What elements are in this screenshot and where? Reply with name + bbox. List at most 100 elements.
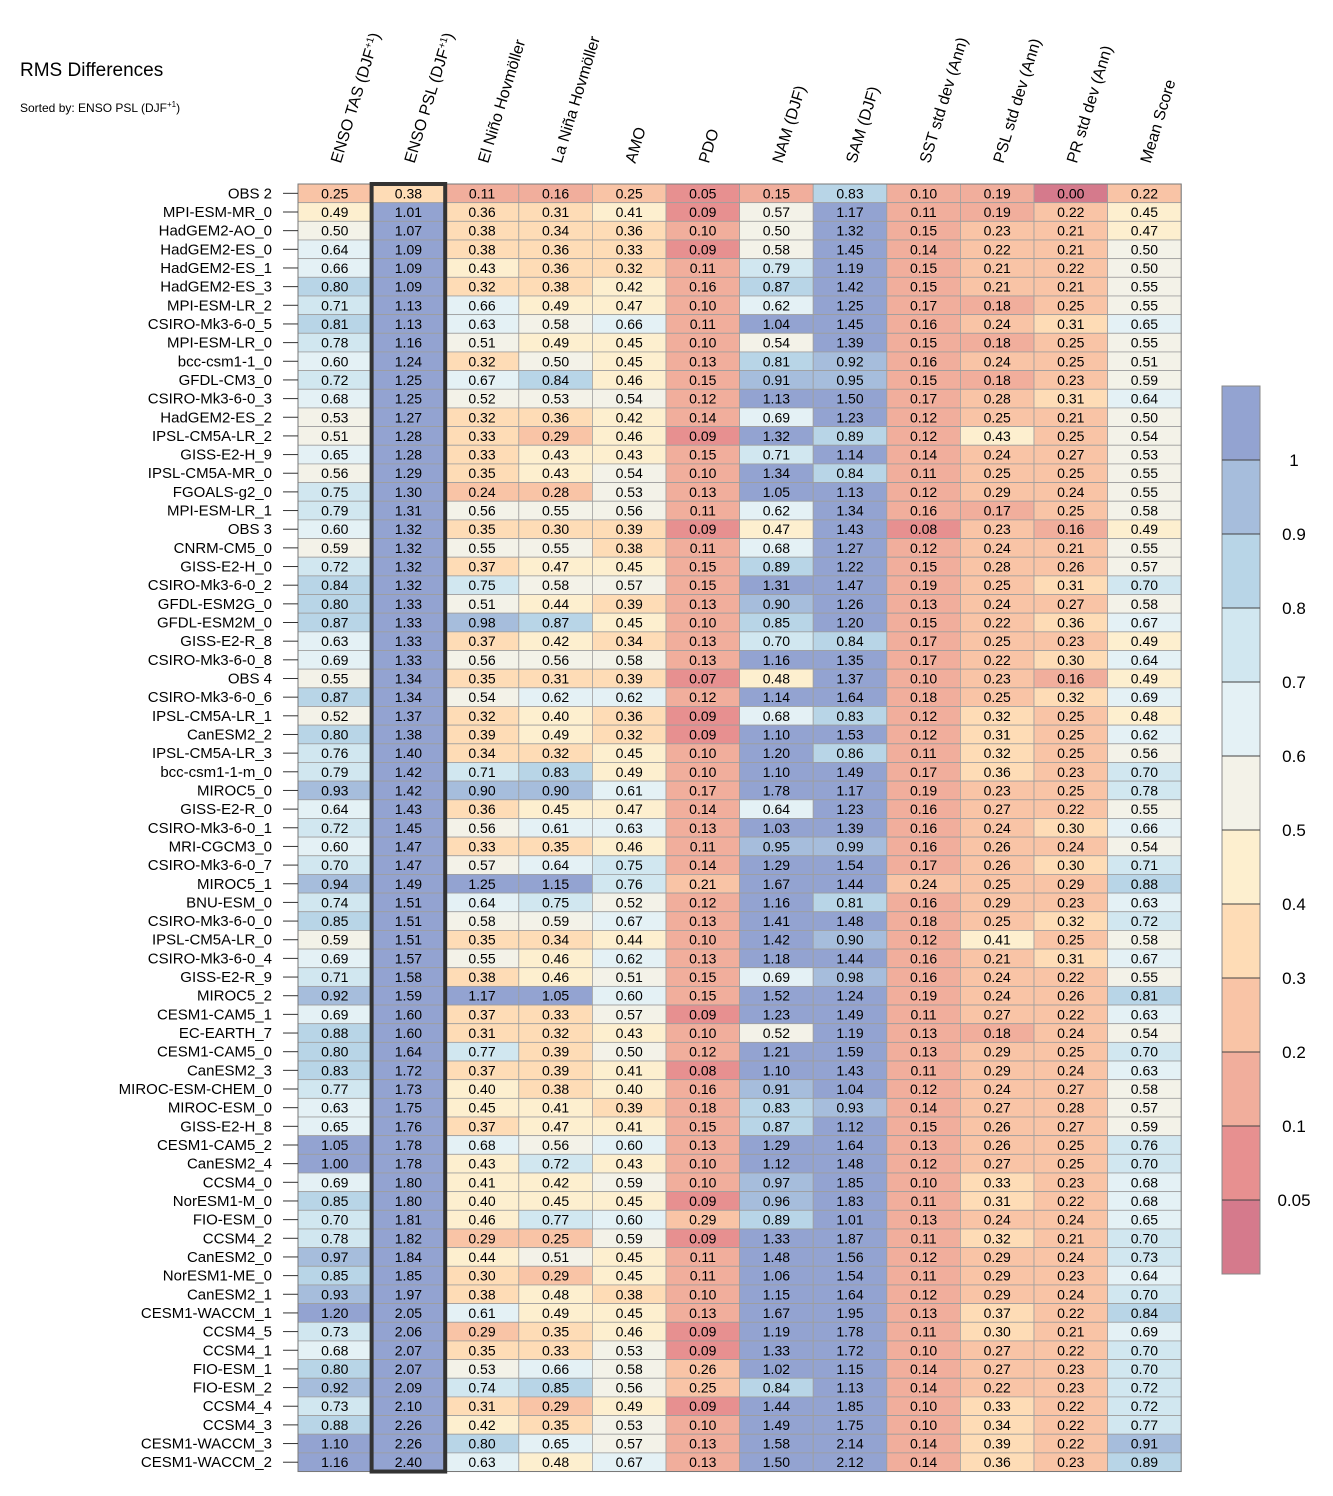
cell-value: 0.21 bbox=[984, 950, 1011, 966]
cell-value: 0.36 bbox=[542, 241, 569, 257]
cell-value: 0.51 bbox=[542, 1249, 569, 1265]
cell-value: 0.36 bbox=[616, 223, 643, 239]
cell-value: 0.11 bbox=[469, 185, 495, 201]
cell-value: 0.57 bbox=[1131, 1100, 1158, 1116]
cell-value: 0.90 bbox=[468, 782, 495, 798]
heatmap-cells: 0.25 0.38 0.11 0.16 0.25 0.05 0.15 0.83 0.10 0.19… bbox=[297, 183, 1182, 1473]
cell-value: 0.83 bbox=[542, 764, 569, 780]
cell-value: 0.11 bbox=[910, 465, 936, 481]
cell-value: 0.93 bbox=[321, 1286, 348, 1302]
column-label: La Niña Hovmöller bbox=[549, 34, 604, 165]
cell-value: 0.75 bbox=[321, 484, 348, 500]
cell-value: 1.15 bbox=[836, 1361, 863, 1377]
cell-value: 0.63 bbox=[468, 1454, 495, 1470]
cell-value: 1.32 bbox=[395, 577, 422, 593]
cell-value: 1.30 bbox=[395, 484, 422, 500]
cell-value: 1.49 bbox=[836, 764, 863, 780]
cell-value: 0.91 bbox=[1131, 1436, 1158, 1452]
cell-value: 0.67 bbox=[616, 913, 643, 929]
cell-value: 0.63 bbox=[321, 1100, 348, 1116]
cell-value: 0.25 bbox=[616, 185, 643, 201]
cell-value: 0.85 bbox=[763, 615, 790, 631]
cell-value: 0.55 bbox=[1131, 540, 1158, 556]
colorbar-segment bbox=[1222, 1052, 1260, 1127]
cell-value: 1.75 bbox=[395, 1100, 422, 1116]
cell-value: 1.32 bbox=[836, 223, 863, 239]
cell-value: 0.57 bbox=[616, 1436, 643, 1452]
row-label: MPI-ESM-LR_2 bbox=[167, 297, 272, 314]
cell-value: 0.55 bbox=[1131, 801, 1158, 817]
cell-value: 0.41 bbox=[616, 204, 643, 220]
cell-value: 1.12 bbox=[763, 1156, 790, 1172]
cell-value: 1.50 bbox=[763, 1454, 790, 1470]
cell-value: 0.72 bbox=[321, 820, 348, 836]
cell-value: 0.25 bbox=[1057, 335, 1084, 351]
cell-value: 0.23 bbox=[984, 223, 1011, 239]
column-label-text: AMO bbox=[623, 125, 650, 165]
cell-value: 1.59 bbox=[395, 988, 422, 1004]
cell-value: 1.33 bbox=[763, 1230, 790, 1246]
cell-value: 0.56 bbox=[616, 1380, 643, 1396]
cell-value: 0.19 bbox=[910, 988, 937, 1004]
cell-value: 1.33 bbox=[763, 1342, 790, 1358]
cell-value: 0.15 bbox=[910, 559, 937, 575]
cell-value: 0.37 bbox=[468, 1006, 495, 1022]
cell-value: 0.28 bbox=[984, 559, 1011, 575]
cell-value: 1.37 bbox=[836, 670, 863, 686]
cell-value: 1.52 bbox=[763, 988, 790, 1004]
cell-value: 0.48 bbox=[542, 1286, 569, 1302]
cell-value: 0.47 bbox=[616, 297, 643, 313]
cell-value: 0.24 bbox=[984, 969, 1011, 985]
row-label: MIROC5_0 bbox=[197, 782, 272, 799]
cell-value: 2.12 bbox=[836, 1454, 863, 1470]
cell-value: 1.17 bbox=[836, 204, 863, 220]
cell-value: 0.67 bbox=[616, 1454, 643, 1470]
cell-value: 1.32 bbox=[395, 521, 422, 537]
cell-value: 0.13 bbox=[689, 633, 716, 649]
cell-value: 1.84 bbox=[395, 1249, 422, 1265]
cell-value: 0.29 bbox=[984, 894, 1011, 910]
cell-value: 0.71 bbox=[1131, 857, 1158, 873]
column-label-tail: ) bbox=[366, 31, 384, 41]
cell-value: 0.15 bbox=[910, 335, 937, 351]
cell-value: 0.69 bbox=[1131, 1324, 1158, 1340]
cell-value: 0.29 bbox=[984, 1062, 1011, 1078]
cell-value: 1.80 bbox=[395, 1174, 422, 1190]
column-label-text: PDO bbox=[696, 127, 722, 165]
cell-value: 0.59 bbox=[1131, 1118, 1158, 1134]
cell-value: 0.61 bbox=[468, 1305, 495, 1321]
cell-value: 0.38 bbox=[616, 540, 643, 556]
cell-value: 0.49 bbox=[616, 764, 643, 780]
cell-value: 0.24 bbox=[1057, 484, 1084, 500]
cell-value: 0.58 bbox=[763, 241, 790, 257]
cell-value: 0.88 bbox=[321, 1417, 348, 1433]
cell-value: 1.40 bbox=[395, 745, 422, 761]
cell-value: 1.37 bbox=[395, 708, 422, 724]
cell-value: 0.23 bbox=[1057, 764, 1084, 780]
column-labels: ENSO TAS (DJF+1)ENSO PSL (DJF+1)El Niño … bbox=[328, 31, 1179, 165]
cell-value: 1.47 bbox=[395, 838, 422, 854]
cell-value: 0.36 bbox=[542, 409, 569, 425]
cell-value: 0.22 bbox=[1057, 1398, 1084, 1414]
cell-value: 2.09 bbox=[395, 1380, 422, 1396]
cell-value: 0.25 bbox=[1057, 503, 1084, 519]
cell-value: 0.62 bbox=[616, 950, 643, 966]
cell-value: 0.09 bbox=[689, 726, 716, 742]
cell-value: 1.27 bbox=[836, 540, 863, 556]
cell-value: 0.26 bbox=[1057, 559, 1084, 575]
cell-value: 0.31 bbox=[542, 204, 569, 220]
row-label: CSIRO-Mk3-6-0_4 bbox=[148, 950, 272, 967]
cell-value: 0.15 bbox=[689, 577, 716, 593]
cell-value: 0.10 bbox=[689, 764, 716, 780]
cell-value: 0.59 bbox=[542, 913, 569, 929]
colorbar-segment bbox=[1222, 534, 1260, 609]
cell-value: 1.51 bbox=[395, 894, 422, 910]
cell-value: 0.39 bbox=[542, 1062, 569, 1078]
cell-value: 0.53 bbox=[468, 1361, 495, 1377]
cell-value: 0.85 bbox=[542, 1380, 569, 1396]
cell-value: 0.54 bbox=[616, 391, 643, 407]
cell-value: 0.49 bbox=[1131, 670, 1158, 686]
cell-value: 1.29 bbox=[763, 857, 790, 873]
cell-value: 0.70 bbox=[1131, 764, 1158, 780]
cell-value: 0.18 bbox=[984, 1025, 1011, 1041]
